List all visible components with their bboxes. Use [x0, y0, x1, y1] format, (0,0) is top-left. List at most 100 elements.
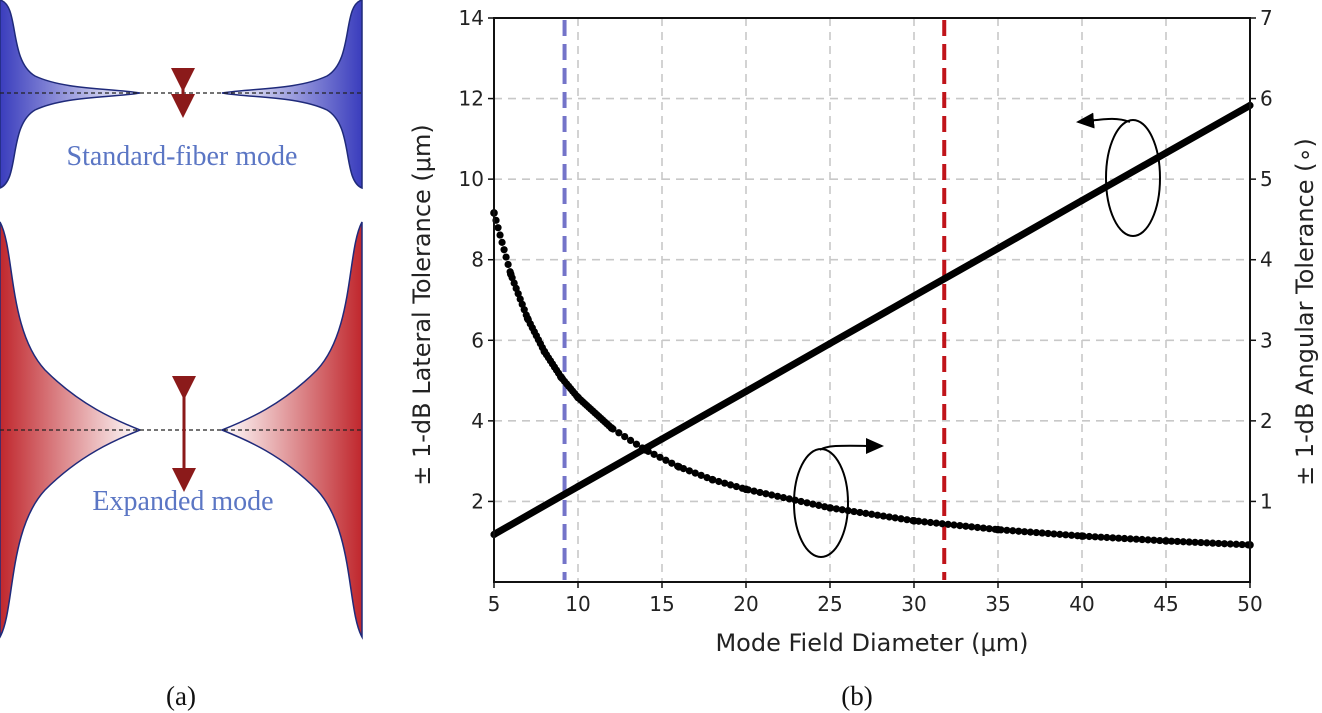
angular-tolerance-dot	[1191, 538, 1199, 546]
angular-tolerance-dot	[726, 481, 735, 489]
angular-tolerance-dot	[897, 515, 905, 523]
angular-tolerance-dot	[803, 499, 811, 507]
mode-diagram-panel: Standard-fiber mode Expanded mode (a)	[0, 0, 363, 711]
angular-tolerance-dot	[1138, 535, 1146, 544]
angular-tolerance-dot	[1120, 534, 1129, 543]
y-left-tick-label: 8	[471, 248, 484, 272]
angular-tolerance-dot	[856, 508, 864, 517]
angular-tolerance-dot	[873, 511, 882, 519]
angular-tolerance-dot	[850, 507, 858, 516]
angular-tolerance-dot	[500, 246, 508, 254]
angular-tolerance-dot	[932, 519, 940, 527]
y-right-tick-label: 6	[1260, 87, 1273, 111]
lateral-tolerance-point	[994, 244, 1002, 252]
angular-tolerance-dot	[1020, 528, 1029, 536]
angular-tolerance-dot	[650, 450, 658, 458]
angular-tolerance-dot	[498, 238, 506, 246]
y-right-tick-label: 4	[1260, 248, 1273, 272]
grid-layer	[494, 18, 1250, 582]
angular-tolerance-point	[826, 504, 834, 512]
angular-tolerance-point	[607, 424, 616, 432]
angular-tolerance-dot	[762, 490, 770, 498]
y-left-tick-label: 6	[471, 328, 484, 352]
angular-tolerance-dot	[832, 505, 840, 513]
angular-tolerance-dot	[1203, 539, 1211, 547]
angular-tolerance-dot	[1173, 537, 1182, 546]
angular-tolerance-dot	[768, 491, 776, 499]
angular-tolerance-dot	[496, 231, 504, 239]
angular-tolerance-point	[540, 347, 549, 356]
angular-tolerance-dot	[1067, 531, 1076, 539]
angular-tolerance-dot	[621, 432, 629, 441]
lateral-tolerance-point	[826, 340, 834, 348]
angular-tolerance-dot	[1226, 540, 1234, 548]
angular-tolerance-dot	[662, 456, 670, 464]
angular-tolerance-dot	[1115, 534, 1123, 542]
angular-tolerance-dot	[1167, 537, 1176, 545]
angular-tolerance-point	[1078, 532, 1086, 540]
angular-tolerance-dot	[750, 487, 758, 495]
x-tick-label: 5	[488, 592, 501, 616]
angular-tolerance-dot	[1026, 528, 1035, 536]
angular-tolerance-dot	[504, 260, 512, 269]
angular-tolerance-point	[507, 270, 515, 279]
angular-tolerance-dot	[1179, 538, 1187, 546]
standard-mode-left-shape	[0, 0, 141, 189]
angular-tolerance-dot	[1232, 540, 1240, 548]
angular-tolerance-dot	[944, 520, 952, 528]
angular-tolerance-point	[675, 462, 683, 471]
line-annotation-arrow	[1076, 112, 1131, 129]
angular-tolerance-dot	[1032, 528, 1040, 537]
angular-tolerance-point	[742, 485, 750, 494]
angular-tolerance-dot	[1150, 536, 1158, 544]
angular-tolerance-point	[557, 373, 565, 382]
y-left-tick-label: 14	[459, 6, 484, 30]
angular-tolerance-point	[708, 475, 717, 484]
y-right-tick-label: 7	[1260, 6, 1273, 30]
x-tick-label: 15	[649, 592, 674, 616]
y-right-tick-label: 1	[1260, 489, 1273, 513]
angular-tolerance-dot	[809, 500, 817, 508]
x-tick-label: 30	[901, 592, 926, 616]
x-tick-label: 10	[565, 592, 590, 616]
angular-tolerance-dot	[494, 224, 502, 232]
lateral-tolerance-point	[742, 387, 750, 395]
x-tick-label: 50	[1237, 592, 1262, 616]
angular-tolerance-point	[994, 525, 1002, 534]
angular-tolerance-point	[574, 393, 582, 402]
angular-tolerance-dot	[938, 520, 946, 528]
angular-tolerance-dot	[715, 477, 723, 486]
angular-tolerance-dot	[1132, 535, 1140, 543]
angular-tolerance-dot	[956, 522, 964, 530]
angular-tolerance-dot	[756, 488, 764, 497]
angular-tolerance-dot	[797, 497, 805, 506]
angular-tolerance-dot	[779, 494, 788, 502]
angular-tolerance-point	[523, 314, 532, 323]
angular-tolerance-dot	[626, 436, 635, 444]
angular-tolerance-dot	[697, 471, 705, 479]
angular-tolerance-dot	[785, 495, 793, 503]
angular-tolerance-point	[641, 446, 649, 454]
panel-b-label: (b)	[841, 681, 872, 711]
lateral-tolerance-point	[910, 292, 918, 300]
plot-frame	[493, 17, 1251, 583]
angular-tolerance-dot	[615, 429, 623, 437]
lateral-tolerance-point	[574, 483, 582, 491]
angular-tolerance-dot	[885, 513, 893, 521]
angular-tolerance-dot	[668, 459, 676, 467]
angular-tolerance-dot	[985, 525, 993, 533]
angular-tolerance-dot	[926, 518, 935, 527]
angular-tolerance-dot	[1009, 527, 1017, 535]
angular-tolerance-dot	[1220, 540, 1229, 548]
angular-tolerance-dot	[732, 482, 741, 491]
x-tick-label: 40	[1069, 592, 1094, 616]
lateral-tolerance-line	[490, 101, 1254, 538]
lateral-tolerance-point	[1078, 196, 1086, 204]
angular-tolerance-dot	[1038, 529, 1046, 537]
standard-mode-right-shape	[221, 0, 363, 190]
y-right-tick-label: 2	[1260, 409, 1273, 433]
curve-annotation-arrow	[819, 437, 884, 454]
angular-tolerance-dot	[1144, 536, 1152, 544]
